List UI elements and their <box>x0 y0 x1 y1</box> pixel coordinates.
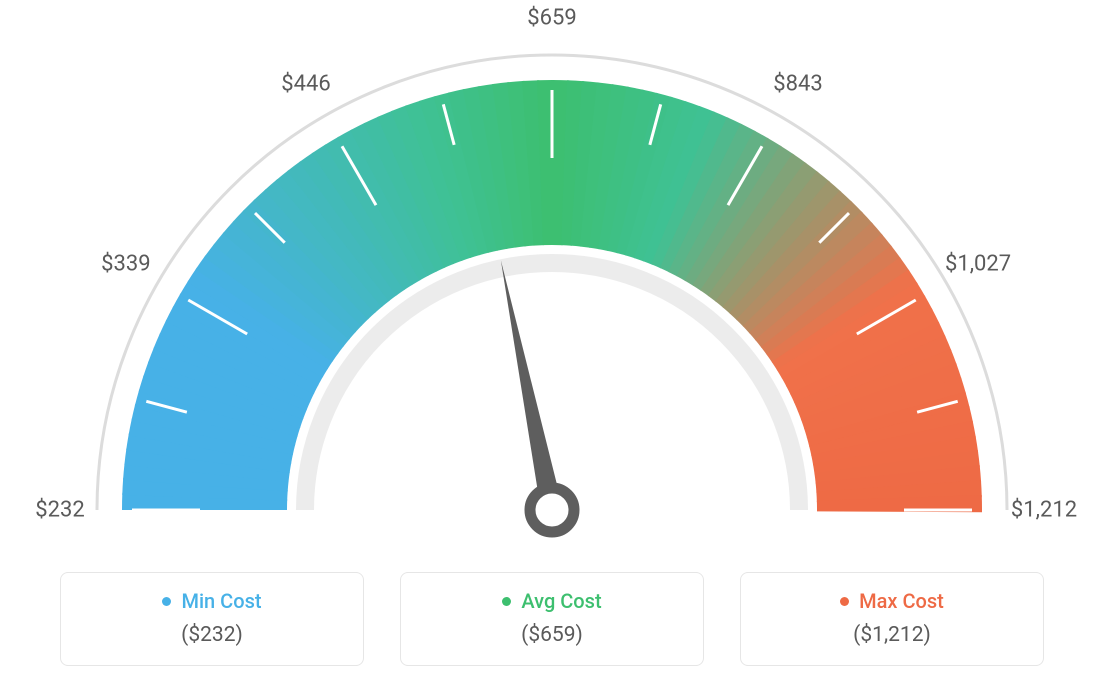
legend-title-min: Min Cost <box>162 589 261 613</box>
legend-card-avg: Avg Cost ($659) <box>400 572 704 666</box>
legend-title-avg: Avg Cost <box>502 589 601 613</box>
tick-label: $843 <box>773 71 822 96</box>
legend-title-text-avg: Avg Cost <box>521 589 601 613</box>
gauge-container: $232 $339 $446 $659 $843 $1,027 $1,212 <box>0 0 1104 560</box>
legend-dot-min <box>162 597 171 606</box>
legend-title-text-min: Min Cost <box>181 589 261 613</box>
legend-dot-avg <box>502 597 511 606</box>
gauge-chart <box>0 0 1104 560</box>
tick-label: $339 <box>101 252 150 277</box>
tick-label: $446 <box>281 71 330 96</box>
legend-value-min: ($232) <box>81 623 343 647</box>
legend-card-min: Min Cost ($232) <box>60 572 364 666</box>
tick-label: $1,027 <box>945 252 1011 277</box>
tick-label: $1,212 <box>1011 498 1077 523</box>
legend-card-max: Max Cost ($1,212) <box>740 572 1044 666</box>
legend-title-max: Max Cost <box>840 589 944 613</box>
tick-label: $232 <box>35 498 84 523</box>
legend-title-text-max: Max Cost <box>859 589 944 613</box>
legend-dot-max <box>840 597 849 606</box>
legend-value-max: ($1,212) <box>761 623 1023 647</box>
tick-label: $659 <box>527 6 576 31</box>
legend-value-avg: ($659) <box>421 623 683 647</box>
legend-row: Min Cost ($232) Avg Cost ($659) Max Cost… <box>0 572 1104 666</box>
